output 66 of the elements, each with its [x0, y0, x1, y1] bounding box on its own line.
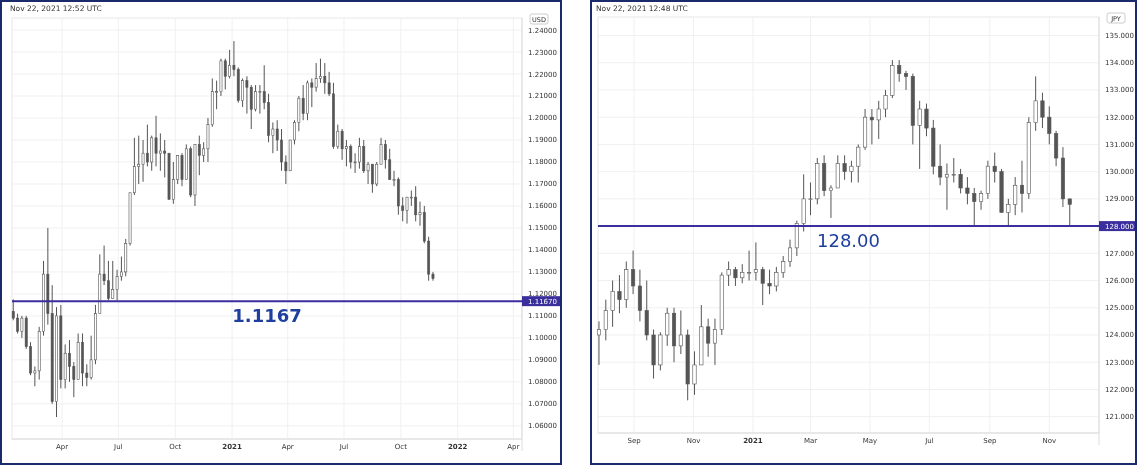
candlestick [944, 162, 949, 211]
candlestick [740, 263, 745, 284]
candlestick [706, 318, 711, 358]
candlestick [712, 318, 717, 366]
candlestick [665, 307, 670, 347]
candlestick [223, 58, 227, 90]
candlestick [1013, 176, 1018, 216]
candlestick [979, 190, 984, 211]
candlestick [904, 70, 909, 91]
candlestick [1019, 160, 1024, 213]
candlestick [747, 250, 752, 282]
candlestick [115, 269, 119, 301]
candlestick [631, 250, 636, 295]
candlestick [897, 59, 902, 83]
candlestick [617, 274, 622, 314]
candlestick [596, 320, 601, 366]
candlestick [692, 350, 697, 396]
candlestick [141, 139, 145, 183]
candlestick [849, 160, 854, 184]
ref-line-label: 1.1167 [232, 305, 302, 327]
candlestick [938, 143, 943, 186]
candlestick [610, 280, 615, 328]
candlestick [726, 260, 731, 287]
candlestick [1033, 75, 1038, 132]
candlestick [924, 103, 929, 137]
candlestick [388, 148, 392, 181]
candlestick [753, 241, 758, 282]
candlestick [678, 309, 683, 355]
candlestick [774, 266, 779, 292]
candlestick [883, 89, 888, 118]
candlestick [1047, 105, 1052, 145]
candlestick [314, 62, 318, 93]
candlestick [808, 182, 813, 216]
candlestick [249, 84, 253, 130]
candlestick [917, 100, 922, 170]
candlestick [828, 184, 833, 219]
candlestick [405, 196, 409, 225]
candlestick [323, 62, 327, 95]
candlestick [158, 132, 162, 172]
candlestick [1067, 198, 1072, 227]
candlestick [760, 266, 765, 306]
candlestick [856, 143, 861, 184]
candlestick [340, 128, 344, 161]
candlestick [111, 260, 115, 299]
candlestick [245, 75, 249, 115]
candlestick [869, 108, 874, 145]
ref-line-label: 128.00 [817, 230, 880, 252]
candlestick [951, 157, 956, 184]
candlestick [1006, 198, 1011, 227]
candlestick [301, 84, 305, 121]
candlestick [992, 152, 997, 184]
candlestick [965, 176, 970, 205]
candlestick [258, 84, 262, 115]
candlestick [603, 299, 608, 341]
candlestick [733, 266, 738, 287]
candlestick [1040, 92, 1045, 129]
candlestick [781, 255, 786, 279]
candlestick [876, 100, 881, 140]
candlestick [767, 269, 772, 295]
candlestick [788, 239, 793, 268]
candlestick [972, 187, 977, 227]
candlestick [154, 115, 158, 167]
candlestick [842, 154, 847, 181]
candlestick [414, 185, 418, 222]
candlestick [958, 168, 963, 194]
candlestick [349, 143, 353, 170]
